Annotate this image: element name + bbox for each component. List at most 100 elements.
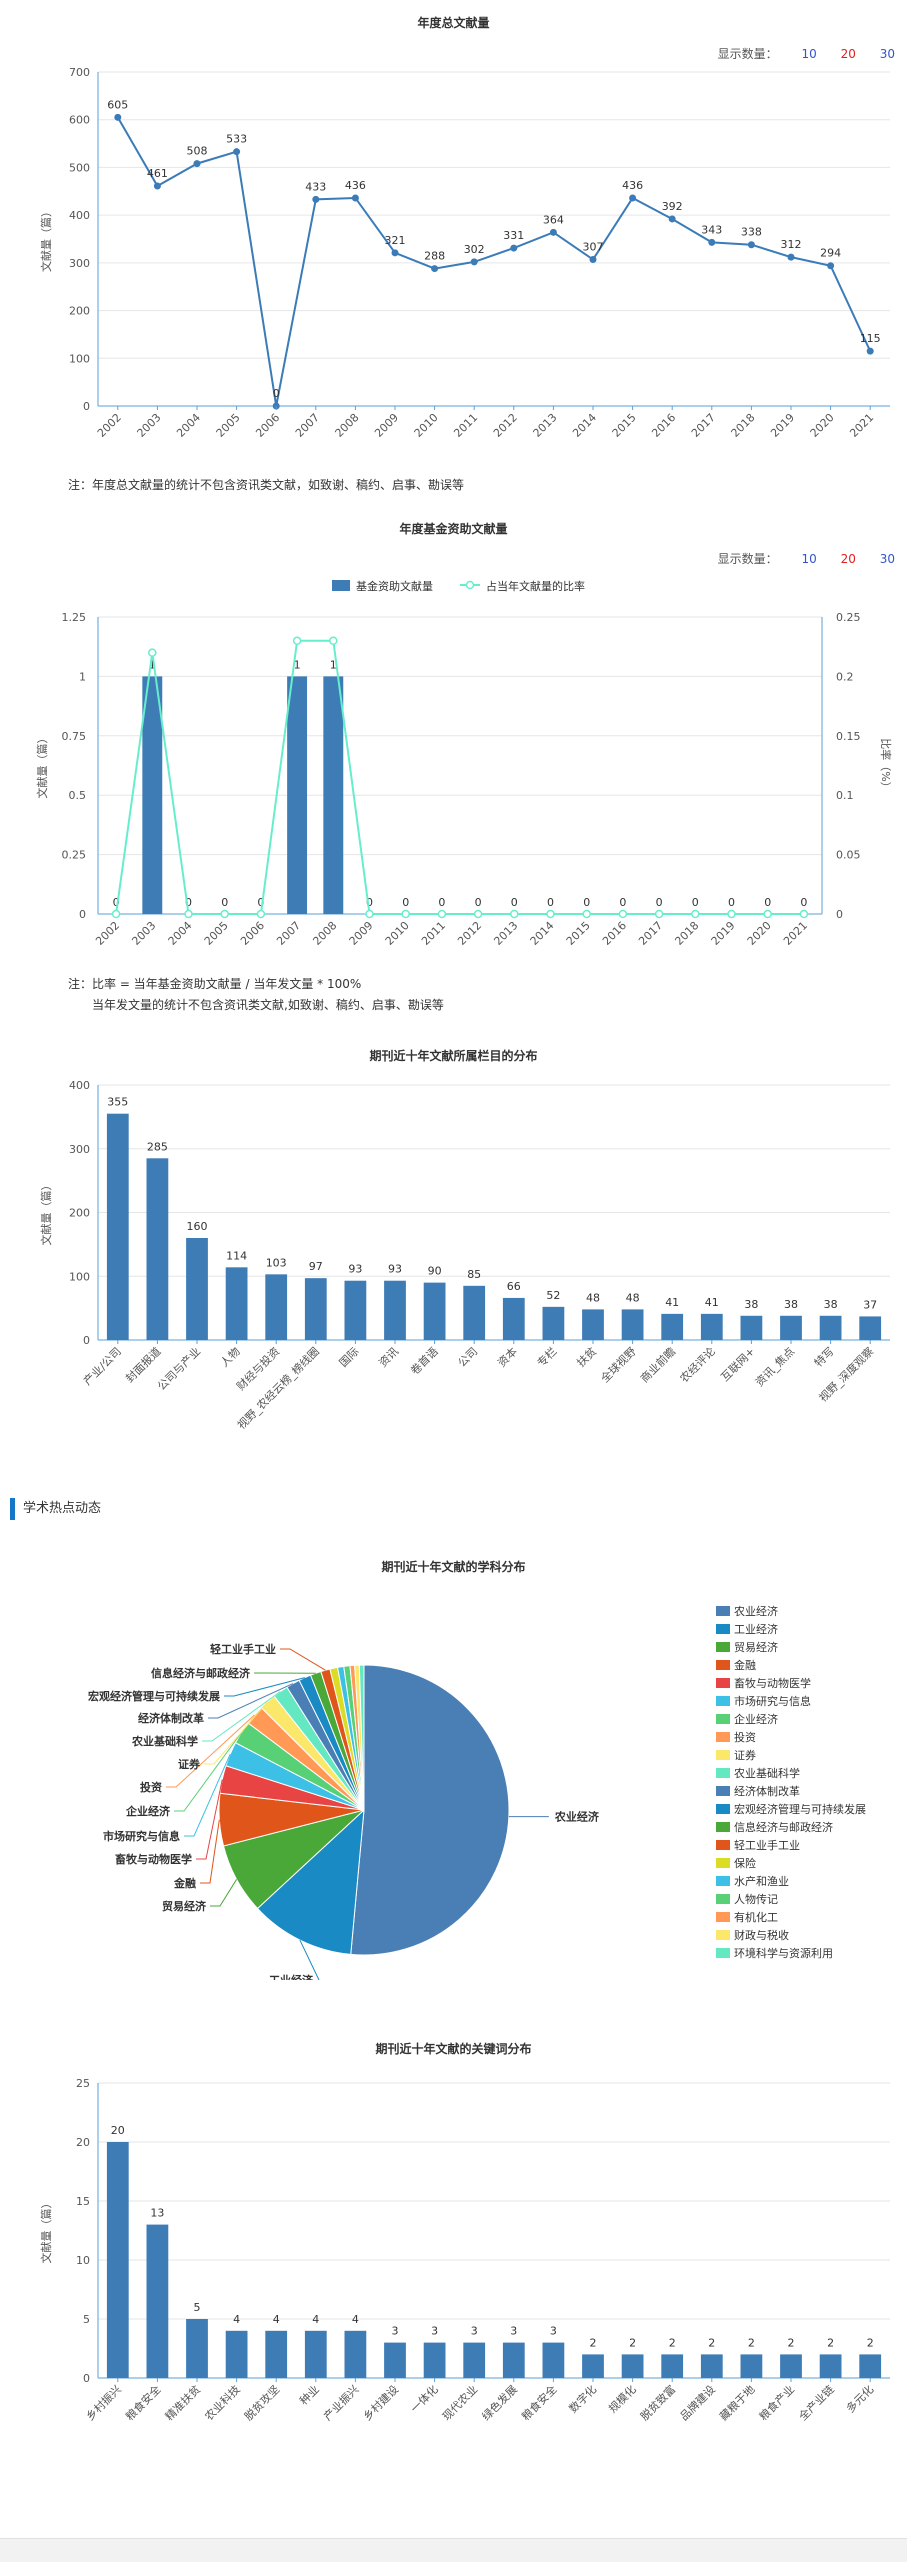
legend-item[interactable]: 轻工业手工业 xyxy=(716,1837,866,1855)
bar-label: 0 xyxy=(402,896,409,909)
x-tick-label: 公司与产业 xyxy=(154,1344,203,1393)
label-leader xyxy=(280,1649,325,1670)
legend-item[interactable]: 农业基础科学 xyxy=(716,1765,866,1783)
bar-label: 2 xyxy=(748,2336,755,2349)
legend-swatch xyxy=(716,1948,730,1958)
legend-item[interactable]: 信息经济与邮政经济 xyxy=(716,1819,866,1837)
legend-item[interactable]: 市场研究与信息 xyxy=(716,1693,866,1711)
x-tick-label: 精准扶贫 xyxy=(162,2382,203,2423)
legend-item[interactable]: 工业经济 xyxy=(716,1621,866,1639)
legend-label: 经济体制改革 xyxy=(734,1785,800,1798)
bar-label: 0 xyxy=(800,896,807,909)
y-tick-label: 10 xyxy=(76,2254,90,2267)
data-label: 115 xyxy=(860,332,881,345)
legend-item[interactable]: 证券 xyxy=(716,1747,866,1765)
legend-item[interactable]: 畜牧与动物医学 xyxy=(716,1675,866,1693)
y-tick-label: 200 xyxy=(69,305,90,318)
bar xyxy=(147,2225,169,2378)
count-option-10[interactable]: 10 xyxy=(802,47,817,61)
bar-label: 355 xyxy=(107,1096,128,1109)
bar xyxy=(820,1316,842,1340)
data-point xyxy=(708,239,715,246)
legend-item[interactable]: 企业经济 xyxy=(716,1711,866,1729)
legend-item[interactable]: 水产和渔业 xyxy=(716,1873,866,1891)
bar xyxy=(305,2331,327,2378)
legend-label: 宏观经济管理与可持续发展 xyxy=(734,1803,866,1816)
count-option-30[interactable]: 30 xyxy=(880,47,895,61)
x-tick-label: 2003 xyxy=(135,411,164,440)
x-tick-label: 2010 xyxy=(383,919,412,948)
bar-label: 37 xyxy=(863,1298,877,1311)
legend-swatch xyxy=(716,1642,730,1652)
count-option-10[interactable]: 10 xyxy=(802,552,817,566)
y-tick-label: 5 xyxy=(83,2313,90,2326)
legend-swatch xyxy=(716,1912,730,1922)
bar xyxy=(622,1309,644,1340)
x-tick-label: 2019 xyxy=(709,919,738,948)
bar xyxy=(661,2354,683,2378)
legend-item[interactable]: 投资 xyxy=(716,1729,866,1747)
legend-swatch xyxy=(716,1714,730,1724)
x-tick-label: 2013 xyxy=(491,919,520,948)
legend-item[interactable]: 贸易经济 xyxy=(716,1639,866,1657)
count-option-30[interactable]: 30 xyxy=(880,552,895,566)
x-tick-label: 数字化 xyxy=(566,2382,599,2415)
bar-label: 0 xyxy=(547,896,554,909)
legend-item[interactable]: 宏观经济管理与可持续发展 xyxy=(716,1801,866,1819)
y2-tick-label: 0.25 xyxy=(836,611,861,624)
legend-item[interactable]: 保险 xyxy=(716,1855,866,1873)
bar-label: 2 xyxy=(708,2336,715,2349)
bar xyxy=(741,1316,763,1340)
legend-item[interactable]: 金融 xyxy=(716,1657,866,1675)
bar xyxy=(701,2354,723,2378)
legend-swatch xyxy=(716,1804,730,1814)
legend-label: 工业经济 xyxy=(734,1623,778,1636)
legend-item[interactable]: 环境科学与资源利用 xyxy=(716,1945,866,1963)
legend-label: 金融 xyxy=(734,1659,756,1672)
x-tick-label: 2014 xyxy=(570,411,599,440)
data-label: 0 xyxy=(273,387,280,400)
ratio-point xyxy=(800,911,807,918)
x-tick-label: 商业前瞻 xyxy=(637,1344,678,1385)
bar-label: 0 xyxy=(438,896,445,909)
data-label: 433 xyxy=(305,180,326,193)
pie-label: 畜牧与动物医学 xyxy=(115,1852,192,1866)
bar-label: 93 xyxy=(348,1263,362,1276)
y-tick-label: 200 xyxy=(69,1207,90,1220)
bar-label: 48 xyxy=(626,1291,640,1304)
x-tick-label: 2014 xyxy=(528,919,557,948)
count-option-20[interactable]: 20 xyxy=(841,47,856,61)
bar-label: 0 xyxy=(692,896,699,909)
bar-label: 4 xyxy=(233,2313,240,2326)
bar xyxy=(503,2343,525,2378)
legend-swatch xyxy=(716,1930,730,1940)
ratio-point xyxy=(583,911,590,918)
data-point xyxy=(788,254,795,261)
legend-label: 农业基础科学 xyxy=(734,1767,800,1780)
legend-item[interactable]: 有机化工 xyxy=(716,1909,866,1927)
x-tick-label: 2020 xyxy=(745,919,774,948)
y-tick-label: 1.25 xyxy=(62,611,87,624)
x-tick-label: 2019 xyxy=(768,411,797,440)
legend-swatch-fund xyxy=(332,580,350,591)
legend-item[interactable]: 财政与税收 xyxy=(716,1927,866,1945)
annual-line-chart: 0100200300400500600700文献量（篇）605200246120… xyxy=(0,60,907,460)
legend-item[interactable]: 人物传记 xyxy=(716,1891,866,1909)
data-point xyxy=(431,265,438,272)
x-tick-label: 2016 xyxy=(649,411,678,440)
legend-label: 市场研究与信息 xyxy=(734,1695,811,1708)
x-tick-label: 2018 xyxy=(672,919,701,948)
count-option-20[interactable]: 20 xyxy=(841,552,856,566)
data-label: 392 xyxy=(662,200,683,213)
y-axis-label: 文献量（篇） xyxy=(39,2198,53,2264)
x-tick-label: 粮食产业 xyxy=(756,2382,797,2423)
x-tick-label: 资讯 xyxy=(376,1345,401,1370)
data-label: 508 xyxy=(187,145,208,158)
legend-item[interactable]: 农业经济 xyxy=(716,1603,866,1621)
bar-label: 93 xyxy=(388,1263,402,1276)
column-bar-chart: 0100200300400文献量（篇）355产业/公司285封面报道160公司与… xyxy=(0,1075,907,1455)
pie-label: 轻工业手工业 xyxy=(210,1642,276,1656)
bar xyxy=(226,2331,248,2378)
legend-item[interactable]: 经济体制改革 xyxy=(716,1783,866,1801)
